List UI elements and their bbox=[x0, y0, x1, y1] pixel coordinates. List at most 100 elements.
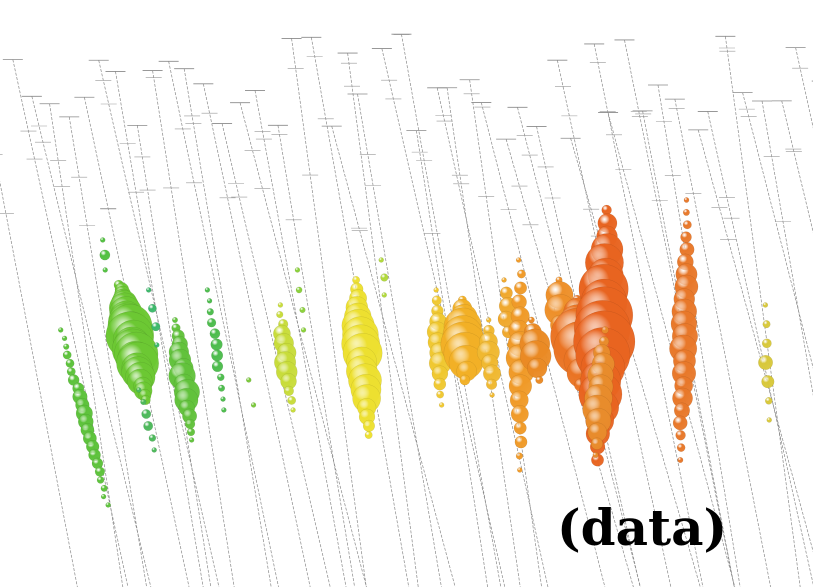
light-deposit bbox=[291, 408, 296, 413]
page: (data) (() => { const data = JSON.parse(… bbox=[0, 0, 813, 587]
light-deposit bbox=[434, 378, 446, 390]
light-deposit bbox=[762, 375, 775, 388]
light-deposit bbox=[221, 408, 226, 413]
detector-string bbox=[169, 61, 279, 587]
light-deposit bbox=[673, 416, 687, 430]
light-deposit bbox=[211, 339, 223, 351]
light-deposit bbox=[365, 431, 372, 438]
light-deposit bbox=[207, 318, 216, 327]
light-deposit bbox=[278, 303, 283, 308]
light-deposit bbox=[439, 403, 444, 408]
light-deposit bbox=[205, 288, 210, 293]
light-deposit bbox=[762, 339, 771, 348]
light-deposit bbox=[765, 397, 772, 404]
detector-string bbox=[796, 48, 813, 587]
light-deposit bbox=[593, 452, 598, 457]
light-deposit bbox=[251, 403, 256, 408]
light-deposit bbox=[460, 375, 470, 385]
light-deposit bbox=[246, 378, 251, 383]
light-deposit bbox=[602, 327, 609, 334]
light-deposit bbox=[528, 317, 534, 323]
caption: (data) bbox=[557, 498, 727, 557]
light-deposit bbox=[301, 328, 306, 333]
light-deposit bbox=[101, 494, 106, 499]
light-deposit bbox=[514, 422, 526, 434]
light-deposit bbox=[276, 311, 283, 318]
light-deposit bbox=[146, 288, 151, 293]
light-deposit bbox=[486, 318, 491, 323]
light-deposit bbox=[490, 393, 495, 398]
light-deposit bbox=[284, 386, 294, 396]
light-deposit bbox=[382, 293, 387, 298]
light-deposit bbox=[432, 296, 442, 306]
light-deposit bbox=[212, 361, 223, 372]
detector-string bbox=[153, 71, 235, 587]
light-deposit bbox=[486, 379, 497, 390]
light-deposit bbox=[95, 467, 105, 477]
light-deposit bbox=[142, 409, 151, 418]
light-deposit bbox=[684, 197, 689, 202]
light-deposit bbox=[97, 476, 104, 483]
light-deposit bbox=[207, 308, 214, 315]
light-deposit bbox=[58, 328, 63, 333]
light-deposit bbox=[140, 399, 146, 405]
light-deposit bbox=[217, 374, 224, 381]
light-deposit bbox=[536, 376, 544, 384]
light-deposit bbox=[295, 268, 300, 273]
light-deposit bbox=[100, 238, 105, 243]
light-deposit bbox=[152, 322, 161, 331]
light-deposit bbox=[62, 336, 67, 341]
light-deposit bbox=[152, 448, 157, 453]
light-deposit bbox=[207, 298, 212, 303]
event-display: (data) bbox=[0, 0, 813, 587]
light-deposit bbox=[185, 419, 195, 429]
light-deposit bbox=[143, 421, 152, 430]
light-deposit bbox=[63, 344, 69, 350]
light-deposit bbox=[677, 444, 685, 452]
light-deposit bbox=[678, 457, 684, 463]
light-deposit bbox=[101, 485, 108, 492]
light-deposit bbox=[154, 343, 159, 348]
light-deposit bbox=[516, 453, 523, 460]
light-deposit bbox=[296, 287, 302, 293]
light-deposit bbox=[514, 282, 527, 295]
light-deposit bbox=[66, 359, 74, 367]
light-deposit bbox=[149, 434, 156, 441]
light-deposit bbox=[763, 320, 771, 328]
light-deposit bbox=[148, 304, 156, 312]
light-deposit bbox=[288, 396, 296, 404]
light-deposit bbox=[379, 258, 384, 263]
light-deposit bbox=[380, 274, 388, 282]
light-deposit bbox=[683, 209, 690, 216]
light-deposit bbox=[100, 250, 110, 260]
light-deposit bbox=[300, 307, 306, 313]
light-deposit bbox=[210, 329, 220, 339]
light-deposit bbox=[516, 257, 521, 262]
light-deposit bbox=[763, 303, 768, 308]
light-deposit bbox=[517, 270, 525, 278]
light-deposit bbox=[221, 397, 226, 402]
light-deposit bbox=[189, 438, 194, 443]
detector-string bbox=[725, 36, 800, 587]
light-deposit bbox=[136, 388, 141, 393]
light-deposit bbox=[63, 351, 71, 359]
light-deposit bbox=[683, 221, 692, 230]
light-deposit bbox=[517, 467, 522, 472]
light-deposit bbox=[103, 268, 108, 273]
light-deposit bbox=[511, 405, 528, 422]
light-deposit bbox=[106, 503, 111, 508]
light-deposit bbox=[218, 385, 225, 392]
light-deposit bbox=[527, 358, 547, 378]
light-deposit bbox=[172, 317, 177, 322]
light-deposit bbox=[591, 438, 603, 450]
light-deposit bbox=[187, 428, 195, 436]
light-deposit bbox=[363, 420, 375, 432]
light-deposit bbox=[676, 430, 686, 440]
light-deposit bbox=[758, 355, 772, 369]
light-deposit bbox=[211, 350, 222, 361]
light-deposit bbox=[515, 436, 527, 448]
light-deposit bbox=[436, 391, 443, 398]
detector-string bbox=[222, 124, 330, 587]
light-deposit bbox=[681, 232, 692, 243]
light-deposit bbox=[767, 418, 772, 423]
